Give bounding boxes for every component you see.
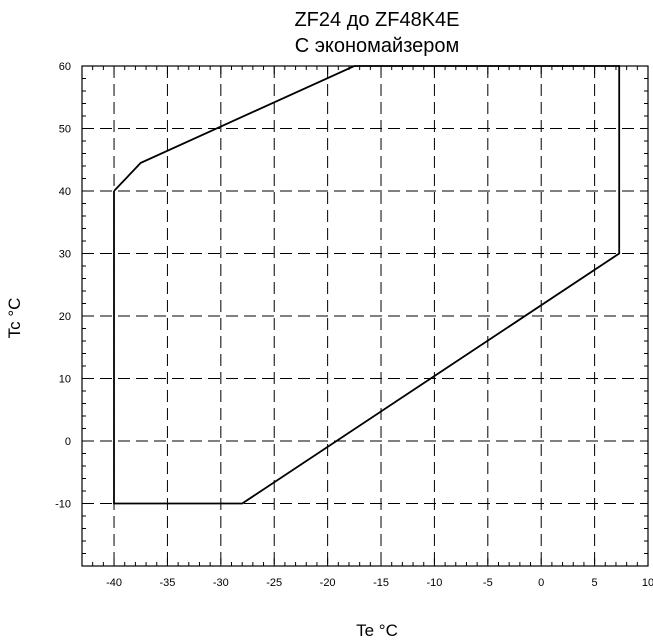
y-tick-label: -10	[55, 499, 71, 511]
x-tick-label: -25	[266, 577, 282, 589]
axes-frame	[81, 65, 649, 567]
x-axis-label: Te °C	[356, 621, 398, 640]
x-tick-label: 5	[592, 577, 598, 589]
x-tick-label: 10	[642, 577, 653, 589]
x-tick-label: -40	[106, 577, 122, 589]
y-tick-label: 50	[59, 124, 71, 136]
x-tick-label: -15	[373, 577, 389, 589]
chart-subtitle: С экономайзером	[295, 35, 460, 57]
envelope-line	[113, 65, 621, 505]
x-tick-label: -20	[320, 577, 336, 589]
ticks: -40 -35 -30 -25 -20 -15 -10 -5 0 5 10 -10 0 10 20 30 40 5…	[55, 61, 653, 589]
x-tick-label: -30	[213, 577, 229, 589]
x-tick-label: -10	[426, 577, 442, 589]
plot-frame	[81, 65, 649, 567]
y-tick-label: 30	[59, 249, 71, 261]
y-axis-label: Tc °C	[5, 298, 24, 339]
x-tick-label: 0	[538, 577, 544, 589]
x-tick-label: -35	[159, 577, 175, 589]
grid	[82, 66, 648, 566]
y-tick-label: 20	[59, 311, 71, 323]
y-tick-label: 0	[65, 436, 71, 448]
y-tick-label: 10	[59, 374, 71, 386]
chart-titles: ZF24 до ZF48K4E С экономайзером	[294, 9, 459, 57]
y-tick-label: 40	[59, 186, 71, 198]
chart-title: ZF24 до ZF48K4E	[294, 9, 459, 31]
x-tick-label: -5	[483, 577, 493, 589]
y-tick-label: 60	[59, 61, 71, 73]
series	[113, 65, 621, 505]
